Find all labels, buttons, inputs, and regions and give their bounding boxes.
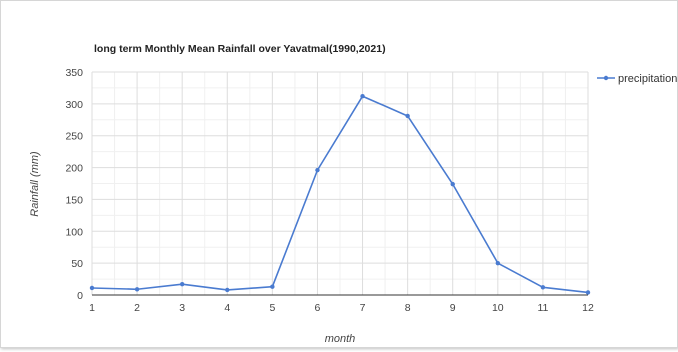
x-axis-label: month [325, 333, 356, 345]
y-tick-label: 250 [65, 131, 83, 143]
y-tick-label: 350 [65, 67, 83, 79]
x-tick-label: 4 [224, 302, 230, 314]
chart-title: long term Monthly Mean Rainfall over Yav… [94, 43, 386, 55]
data-point [360, 94, 365, 99]
legend-marker-swatch [603, 75, 609, 81]
y-tick-label: 0 [77, 290, 83, 302]
y-tick-label: 150 [65, 194, 83, 206]
data-point [450, 181, 455, 187]
y-tick-label: 50 [71, 258, 83, 270]
series-line-0 [91, 95, 589, 294]
data-point [540, 285, 546, 290]
x-tick-label: 11 [537, 302, 548, 314]
x-tick-label: 7 [360, 302, 366, 314]
y-tick-label: 300 [65, 99, 83, 111]
x-tick-label: 6 [315, 302, 321, 314]
y-tick-label: 200 [65, 163, 83, 175]
x-tick-label: 10 [492, 302, 504, 314]
data-point [315, 167, 320, 173]
y-axis-label: Rainfall (mm) [29, 151, 41, 217]
data-point [270, 284, 275, 289]
x-tick-label: 9 [450, 302, 456, 314]
x-tick-label: 8 [405, 302, 411, 314]
legend-label: precipitation [618, 73, 677, 85]
grid [91, 71, 589, 295]
data-point [179, 281, 185, 287]
data-point [225, 287, 230, 293]
x-tick-label: 12 [582, 302, 594, 314]
data-point [134, 287, 140, 292]
data-point [405, 113, 410, 119]
data-point [585, 290, 591, 295]
x-tick-label: 5 [269, 302, 275, 314]
x-tick-label: 2 [134, 302, 140, 314]
x-tick-label: 1 [89, 302, 95, 314]
legend: precipitation [597, 73, 677, 85]
x-tick-label: 3 [179, 302, 185, 314]
y-tick-label: 100 [65, 226, 83, 238]
series-layer [89, 94, 591, 295]
data-point [89, 285, 95, 291]
data-point [495, 260, 501, 266]
